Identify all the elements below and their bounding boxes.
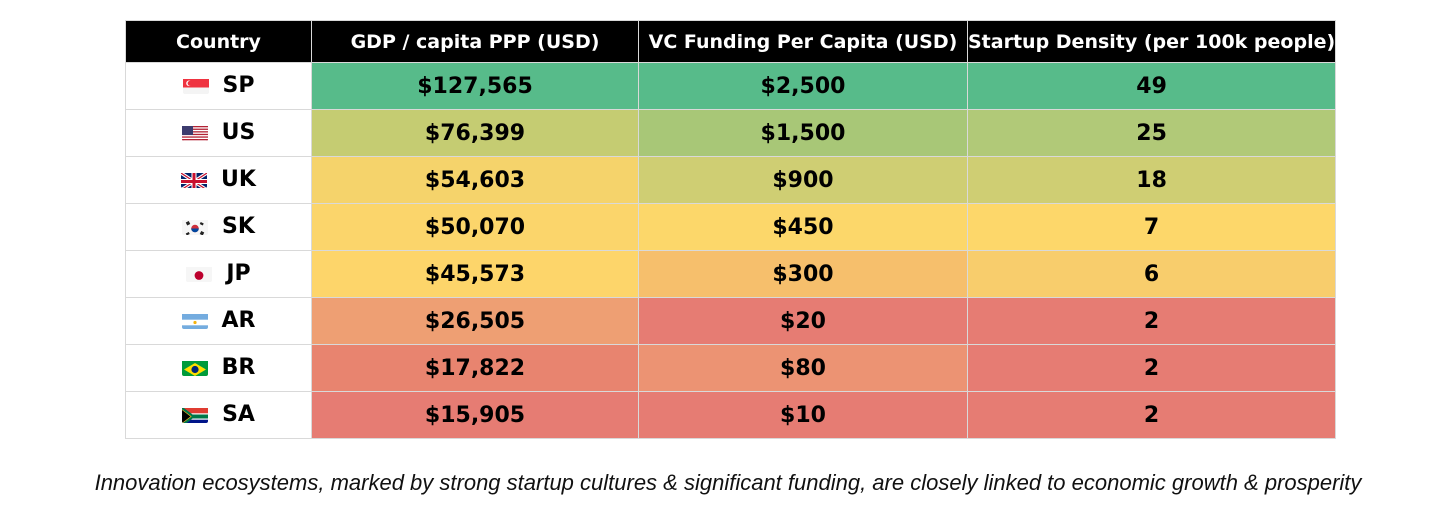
gdp-cell: $54,603: [311, 156, 639, 204]
country-cell: US: [125, 109, 312, 157]
vc-funding-cell: $80: [638, 344, 968, 392]
country-cell: BR: [125, 344, 312, 392]
vc-funding-cell: $450: [638, 203, 968, 251]
gdp-cell: $15,905: [311, 391, 639, 439]
gdp-cell: $50,070: [311, 203, 639, 251]
startup-density-cell: 2: [966, 344, 1337, 392]
gdp-cell: $17,822: [311, 344, 639, 392]
table-row: SK $50,070 $450 7: [125, 203, 1337, 251]
japan-flag-icon: [186, 265, 213, 282]
startup-density-cell: 2: [966, 391, 1337, 439]
country-label-group: SK: [182, 214, 255, 239]
singapore-flag-icon: [182, 77, 209, 94]
country-cell: SA: [125, 391, 312, 439]
country-cell: AR: [125, 297, 312, 345]
caption: Innovation ecosystems, marked by strong …: [94, 470, 1362, 495]
usa-flag-icon: [181, 124, 208, 141]
country-code: SA: [222, 401, 255, 427]
country-cell: SP: [125, 62, 312, 110]
country-code: AR: [221, 307, 256, 333]
country-code: JP: [226, 260, 251, 286]
startup-density-cell: 6: [966, 250, 1337, 298]
vc-funding-cell: $900: [638, 156, 968, 204]
gdp-cell: $76,399: [311, 109, 639, 157]
country-label-group: BR: [181, 354, 256, 380]
col-header-startup-density: Startup Density (per 100k people): [966, 20, 1337, 63]
uk-flag-icon: [181, 171, 208, 188]
col-header-gdp: GDP / capita PPP (USD): [311, 20, 639, 63]
country-cell: SK: [125, 203, 312, 251]
country-label-group: JP: [186, 260, 251, 286]
col-header-country: Country: [125, 20, 312, 63]
country-code: US: [221, 119, 256, 145]
vc-funding-cell: $300: [638, 250, 968, 298]
header-row: Country GDP / capita PPP (USD) VC Fundin…: [125, 20, 1337, 63]
table-row: UK $54,603 $900 18: [125, 156, 1337, 204]
country-label-group: SP: [182, 72, 255, 98]
country-label-group: US: [181, 119, 256, 145]
country-cell: JP: [125, 250, 312, 298]
vc-funding-cell: $1,500: [638, 109, 968, 157]
brazil-flag-icon: [181, 359, 208, 376]
gdp-cell: $127,565: [311, 62, 639, 110]
vc-funding-cell: $10: [638, 391, 968, 439]
vc-funding-cell: $20: [638, 297, 968, 345]
table-row: BR $17,822 $80 2: [125, 344, 1337, 392]
country-code: UK: [221, 166, 256, 192]
startup-density-cell: 2: [966, 297, 1337, 345]
gdp-cell: $45,573: [311, 250, 639, 298]
heatmap-table: Country GDP / capita PPP (USD) VC Fundin…: [125, 20, 1337, 439]
table-row: SA $15,905 $10 2: [125, 391, 1337, 439]
vc-funding-cell: $2,500: [638, 62, 968, 110]
startup-density-cell: 25: [966, 109, 1337, 157]
table-row: SP $127,565 $2,500 49: [125, 62, 1337, 110]
country-label-group: UK: [181, 167, 256, 192]
country-label-group: SA: [182, 402, 255, 427]
table-row: JP $45,573 $300 6: [125, 250, 1337, 298]
country-code: SP: [222, 72, 255, 98]
country-code: SK: [222, 213, 255, 239]
table-body: SP $127,565 $2,500 49 US $76,399 $1,500 25 UK $54…: [125, 62, 1337, 439]
col-header-vc-funding: VC Funding Per Capita (USD): [638, 20, 968, 63]
gdp-cell: $26,505: [311, 297, 639, 345]
country-label-group: AR: [181, 307, 256, 333]
table-row: AR $26,505 $20 2: [125, 297, 1337, 345]
country-cell: UK: [125, 156, 312, 204]
country-code: BR: [221, 354, 256, 380]
table-row: US $76,399 $1,500 25: [125, 109, 1337, 157]
south-africa-flag-icon: [182, 406, 209, 423]
argentina-flag-icon: [181, 312, 208, 329]
south-korea-flag-icon: [182, 218, 209, 235]
startup-density-cell: 49: [966, 62, 1337, 110]
startup-density-cell: 18: [966, 156, 1337, 204]
startup-density-cell: 7: [966, 203, 1337, 251]
